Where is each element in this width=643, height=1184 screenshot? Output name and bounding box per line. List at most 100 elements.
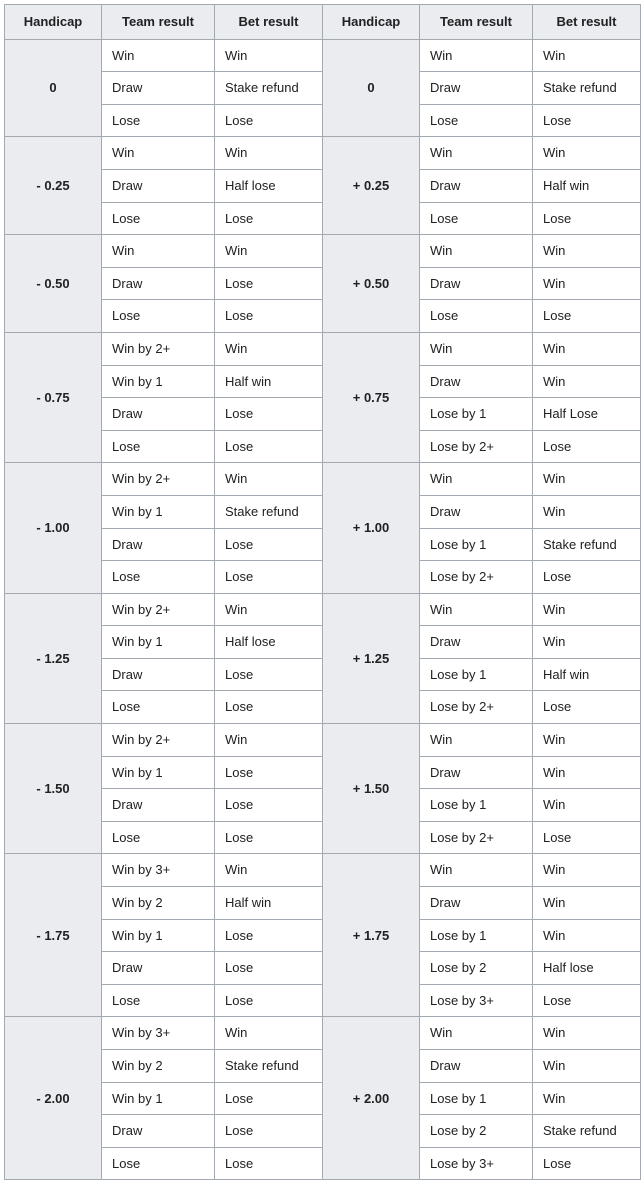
team-result-right: Lose [420,104,533,137]
col-betresult-1: Bet result [215,5,323,40]
bet-result-right: Win [533,756,641,789]
team-result-right: Lose by 1 [420,398,533,431]
team-result-left: Lose [102,1147,215,1180]
team-result-right: Lose by 3+ [420,984,533,1017]
bet-result-right: Win [533,1017,641,1050]
team-result-right: Win [420,39,533,72]
bet-result-right: Win [533,887,641,920]
bet-result-right: Win [533,1082,641,1115]
bet-result-left: Win [215,1017,323,1050]
bet-result-right: Lose [533,984,641,1017]
bet-result-left: Lose [215,300,323,333]
bet-result-left: Half win [215,887,323,920]
handicap-right: + 1.50 [323,724,420,854]
team-result-right: Win [420,854,533,887]
bet-result-left: Half lose [215,626,323,659]
team-result-left: Draw [102,528,215,561]
table-body: 0WinWin0WinWinDrawStake refundDrawStake … [5,39,641,1180]
handicap-left: - 1.50 [5,724,102,854]
bet-result-left: Win [215,593,323,626]
bet-result-left: Win [215,724,323,757]
handicap-left: - 0.50 [5,235,102,333]
bet-result-left: Lose [215,398,323,431]
bet-result-right: Half Lose [533,398,641,431]
team-result-left: Lose [102,300,215,333]
table-head: Handicap Team result Bet result Handicap… [5,5,641,40]
team-result-right: Draw [420,626,533,659]
bet-result-left: Half win [215,365,323,398]
bet-result-left: Lose [215,821,323,854]
team-result-left: Lose [102,984,215,1017]
team-result-left: Win by 2+ [102,332,215,365]
handicap-right: + 1.25 [323,593,420,723]
bet-result-left: Win [215,463,323,496]
team-result-right: Win [420,235,533,268]
bet-result-left: Lose [215,919,323,952]
bet-result-left: Half lose [215,169,323,202]
table-row: - 1.50Win by 2+Win+ 1.50WinWin [5,724,641,757]
handicap-right: + 0.75 [323,332,420,462]
team-result-left: Win by 2 [102,887,215,920]
col-teamresult-1: Team result [102,5,215,40]
bet-result-right: Lose [533,1147,641,1180]
bet-result-left: Lose [215,984,323,1017]
bet-result-left: Win [215,332,323,365]
bet-result-right: Win [533,724,641,757]
team-result-left: Win by 1 [102,626,215,659]
team-result-right: Win [420,724,533,757]
team-result-left: Win by 1 [102,495,215,528]
bet-result-right: Win [533,1050,641,1083]
team-result-left: Draw [102,658,215,691]
col-handicap-1: Handicap [5,5,102,40]
team-result-right: Lose by 2 [420,952,533,985]
table-row: - 1.00Win by 2+Win+ 1.00WinWin [5,463,641,496]
team-result-left: Lose [102,104,215,137]
team-result-left: Lose [102,561,215,594]
team-result-right: Draw [420,365,533,398]
bet-result-right: Lose [533,561,641,594]
table-row: - 2.00Win by 3+Win+ 2.00WinWin [5,1017,641,1050]
bet-result-right: Win [533,365,641,398]
bet-result-right: Half lose [533,952,641,985]
team-result-left: Win by 2+ [102,463,215,496]
table-row: - 0.50WinWin+ 0.50WinWin [5,235,641,268]
bet-result-right: Win [533,235,641,268]
team-result-right: Win [420,593,533,626]
handicap-table: Handicap Team result Bet result Handicap… [4,4,641,1180]
col-handicap-2: Handicap [323,5,420,40]
bet-result-left: Lose [215,691,323,724]
bet-result-right: Lose [533,104,641,137]
bet-result-right: Win [533,495,641,528]
team-result-left: Draw [102,789,215,822]
team-result-right: Draw [420,495,533,528]
bet-result-left: Lose [215,789,323,822]
team-result-right: Draw [420,1050,533,1083]
team-result-right: Lose by 2+ [420,561,533,594]
table-row: - 1.75Win by 3+Win+ 1.75WinWin [5,854,641,887]
bet-result-left: Lose [215,430,323,463]
col-teamresult-2: Team result [420,5,533,40]
bet-result-right: Win [533,137,641,170]
bet-result-left: Stake refund [215,72,323,105]
team-result-left: Win [102,235,215,268]
team-result-right: Lose by 2+ [420,430,533,463]
bet-result-left: Lose [215,1082,323,1115]
bet-result-right: Win [533,789,641,822]
bet-result-right: Lose [533,430,641,463]
bet-result-left: Win [215,39,323,72]
bet-result-left: Lose [215,756,323,789]
table-row: 0WinWin0WinWin [5,39,641,72]
handicap-right: 0 [323,39,420,137]
bet-result-right: Win [533,919,641,952]
team-result-left: Win by 2+ [102,593,215,626]
table-row: - 0.75Win by 2+Win+ 0.75WinWin [5,332,641,365]
team-result-left: Win by 1 [102,1082,215,1115]
handicap-right: + 1.00 [323,463,420,593]
team-result-right: Lose by 1 [420,658,533,691]
bet-result-right: Half win [533,658,641,691]
bet-result-right: Win [533,854,641,887]
team-result-left: Win by 1 [102,365,215,398]
header-row: Handicap Team result Bet result Handicap… [5,5,641,40]
team-result-left: Draw [102,1115,215,1148]
team-result-left: Win by 3+ [102,854,215,887]
